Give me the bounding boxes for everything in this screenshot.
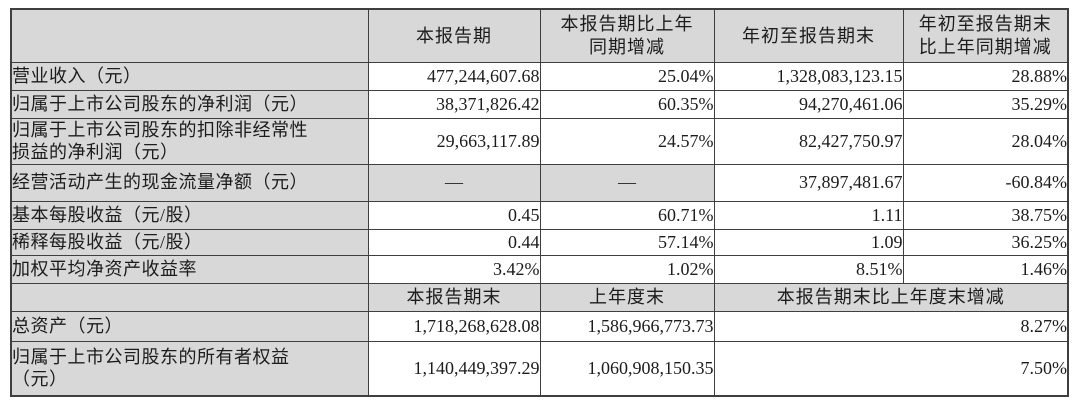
value-cell-dash: — xyxy=(539,163,715,202)
value-cell: 0.45 xyxy=(367,200,541,230)
table-row-basic-eps: 基本每股收益（元/股） 0.45 60.71% 1.11 38.75% xyxy=(10,200,1069,230)
value-cell: 1.09 xyxy=(713,228,904,256)
column-header-prior-year-end: 上年度末 xyxy=(539,282,715,312)
column-header-ytd-yoy-change: 年初至报告期末 比上年同期增减 xyxy=(902,8,1069,63)
corner-cell xyxy=(10,282,369,312)
value-cell: 25.04% xyxy=(539,61,715,91)
value-cell: 0.44 xyxy=(367,228,541,256)
value-cell: 477,244,607.68 xyxy=(367,61,541,91)
value-cell: 82,427,750.97 xyxy=(713,117,904,165)
value-cell: 1,060,908,150.35 xyxy=(539,340,715,397)
value-cell: 24.57% xyxy=(539,117,715,165)
row-label: 营业收入（元） xyxy=(10,61,369,91)
corner-cell xyxy=(10,8,369,63)
table-row-operating-cash-flow: 经营活动产生的现金流量净额（元） — — 37,897,481.67 -60.8… xyxy=(10,163,1069,202)
value-cell: 3.42% xyxy=(367,254,541,284)
value-cell: 37,897,481.67 xyxy=(713,163,904,202)
table-row-net-profit-excl-nonrecurring: 归属于上市公司股东的扣除非经常性 损益的净利润（元） 29,663,117.89… xyxy=(10,117,1069,165)
value-cell: 8.51% xyxy=(713,254,904,284)
column-header-current-period: 本报告期 xyxy=(367,8,541,63)
value-cell: 1,718,268,628.08 xyxy=(367,310,541,342)
value-cell: 28.88% xyxy=(902,61,1069,91)
row-label: 加权平均净资产收益率 xyxy=(10,254,369,284)
column-header-yoy-change: 本报告期比上年 同期增减 xyxy=(539,8,715,63)
row-label: 归属于上市公司股东的所有者权益 （元） xyxy=(10,340,369,397)
value-cell: 1.11 xyxy=(713,200,904,230)
value-cell: 36.25% xyxy=(902,228,1069,256)
value-cell: 38,371,826.42 xyxy=(367,89,541,119)
value-cell: 94,270,461.06 xyxy=(713,89,904,119)
row-label: 稀释每股收益（元/股） xyxy=(10,228,369,256)
value-cell: 57.14% xyxy=(539,228,715,256)
value-cell: 1,586,966,773.73 xyxy=(539,310,715,342)
header-row-period-end: 本报告期末 上年度末 本报告期末比上年度末增减 xyxy=(10,282,1069,312)
table-row-revenue: 营业收入（元） 477,244,607.68 25.04% 1,328,083,… xyxy=(10,61,1069,91)
table-row-total-assets: 总资产（元） 1,718,268,628.08 1,586,966,773.73… xyxy=(10,310,1069,342)
value-cell: 38.75% xyxy=(902,200,1069,230)
row-label: 归属于上市公司股东的扣除非经常性 损益的净利润（元） xyxy=(10,117,369,165)
value-cell: 1,328,083,123.15 xyxy=(713,61,904,91)
value-cell: 1.46% xyxy=(902,254,1069,284)
column-header-period-end: 本报告期末 xyxy=(367,282,541,312)
value-cell: 60.71% xyxy=(539,200,715,230)
value-cell: 28.04% xyxy=(902,117,1069,165)
value-cell: 29,663,117.89 xyxy=(367,117,541,165)
row-label: 基本每股收益（元/股） xyxy=(10,200,369,230)
key-financials-table: 本报告期 本报告期比上年 同期增减 年初至报告期末 年初至报告期末 比上年同期增… xyxy=(10,8,1069,397)
header-row-period: 本报告期 本报告期比上年 同期增减 年初至报告期末 年初至报告期末 比上年同期增… xyxy=(10,8,1069,63)
value-cell-dash: — xyxy=(367,163,541,202)
table-row-weighted-avg-roe: 加权平均净资产收益率 3.42% 1.02% 8.51% 1.46% xyxy=(10,254,1069,284)
value-cell: 1,140,449,397.29 xyxy=(367,340,541,397)
table-row-owners-equity: 归属于上市公司股东的所有者权益 （元） 1,140,449,397.29 1,0… xyxy=(10,340,1069,397)
row-label: 经营活动产生的现金流量净额（元） xyxy=(10,163,369,202)
value-cell: -60.84% xyxy=(902,163,1069,202)
column-header-change-vs-prior-year-end: 本报告期末比上年度末增减 xyxy=(713,282,1069,312)
row-label: 归属于上市公司股东的净利润（元） xyxy=(10,89,369,119)
value-cell: 1.02% xyxy=(539,254,715,284)
value-cell: 7.50% xyxy=(713,340,1069,397)
table-row-net-profit: 归属于上市公司股东的净利润（元） 38,371,826.42 60.35% 94… xyxy=(10,89,1069,119)
value-cell: 8.27% xyxy=(713,310,1069,342)
column-header-ytd: 年初至报告期末 xyxy=(713,8,904,63)
table-row-diluted-eps: 稀释每股收益（元/股） 0.44 57.14% 1.09 36.25% xyxy=(10,228,1069,256)
value-cell: 60.35% xyxy=(539,89,715,119)
row-label: 总资产（元） xyxy=(10,310,369,342)
value-cell: 35.29% xyxy=(902,89,1069,119)
